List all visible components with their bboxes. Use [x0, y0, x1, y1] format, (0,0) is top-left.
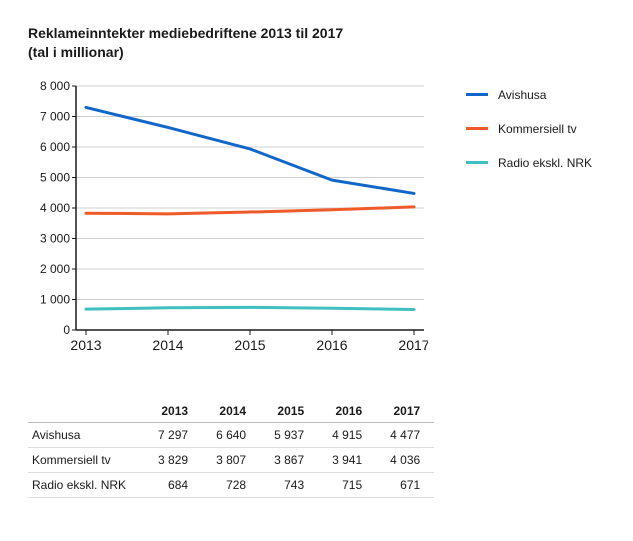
table-cell: 671	[376, 472, 434, 497]
legend-item: Radio ekskl. NRK	[466, 156, 592, 170]
y-tick-label: 5 000	[40, 170, 70, 184]
legend-swatch	[466, 127, 488, 130]
table-cell: 4 036	[376, 447, 434, 472]
title-line1: Reklameinntekter mediebedriftene 2013 ti…	[28, 25, 343, 41]
data-table: 20132014201520162017Avishusa7 2976 6405 …	[28, 400, 434, 498]
table-cell: 684	[144, 472, 202, 497]
x-tick-label: 2017	[398, 337, 428, 353]
table-row-label: Radio ekskl. NRK	[28, 472, 144, 497]
table-cell: 3 829	[144, 447, 202, 472]
line-chart: 0 1 000 2 000 3 000 4 000 5 000 6 000 7 000 8 00…	[28, 80, 428, 360]
y-tick-label: 6 000	[40, 140, 70, 154]
legend-label: Radio ekskl. NRK	[498, 156, 592, 170]
table-row: Radio ekskl. NRK684728743715671	[28, 472, 434, 497]
title-line2: (tal i millionar)	[28, 44, 124, 60]
legend-swatch	[466, 161, 488, 164]
legend: Avishusa Kommersiell tv Radio ekskl. NRK	[466, 80, 592, 190]
y-tick-label: 4 000	[40, 201, 70, 215]
table-cell: 715	[318, 472, 376, 497]
table-cell: 728	[202, 472, 260, 497]
table-cell: 3 807	[202, 447, 260, 472]
chart-svg: 0 1 000 2 000 3 000 4 000 5 000 6 000 7 000 8 00…	[28, 80, 428, 360]
table-cell: 5 937	[260, 422, 318, 447]
legend-label: Kommersiell tv	[498, 122, 577, 136]
table-column-header: 2014	[202, 400, 260, 423]
y-tick-label: 2 000	[40, 262, 70, 276]
y-tick-label: 7 000	[40, 109, 70, 123]
legend-item: Kommersiell tv	[466, 122, 592, 136]
table-cell: 3 941	[318, 447, 376, 472]
chart-title: Reklameinntekter mediebedriftene 2013 ti…	[28, 24, 613, 62]
table-cell: 6 640	[202, 422, 260, 447]
table-header-row: 20132014201520162017	[28, 400, 434, 423]
y-tick-label: 3 000	[40, 231, 70, 245]
table-cell: 4 477	[376, 422, 434, 447]
legend-swatch	[466, 93, 488, 96]
table-column-header: 2017	[376, 400, 434, 423]
table-row-label: Avishusa	[28, 422, 144, 447]
x-tick-label: 2013	[70, 337, 101, 353]
series-line	[86, 307, 414, 309]
table-cell: 7 297	[144, 422, 202, 447]
x-tick-label: 2015	[234, 337, 265, 353]
legend-item: Avishusa	[466, 88, 592, 102]
table-column-header: 2013	[144, 400, 202, 423]
table-header-blank	[28, 400, 144, 423]
legend-label: Avishusa	[498, 88, 546, 102]
y-tick-label: 8 000	[40, 80, 70, 93]
table-cell: 743	[260, 472, 318, 497]
y-tick-label: 1 000	[40, 292, 70, 306]
chart-legend-row: 0 1 000 2 000 3 000 4 000 5 000 6 000 7 000 8 00…	[28, 80, 613, 360]
table-column-header: 2015	[260, 400, 318, 423]
x-tick-label: 2014	[152, 337, 183, 353]
x-tick-label: 2016	[316, 337, 347, 353]
table-cell: 3 867	[260, 447, 318, 472]
table-cell: 4 915	[318, 422, 376, 447]
table-column-header: 2016	[318, 400, 376, 423]
series-line	[86, 107, 414, 193]
table-row: Kommersiell tv3 8293 8073 8673 9414 036	[28, 447, 434, 472]
table-row-label: Kommersiell tv	[28, 447, 144, 472]
table-row: Avishusa7 2976 6405 9374 9154 477	[28, 422, 434, 447]
y-tick-label: 0	[63, 323, 70, 337]
